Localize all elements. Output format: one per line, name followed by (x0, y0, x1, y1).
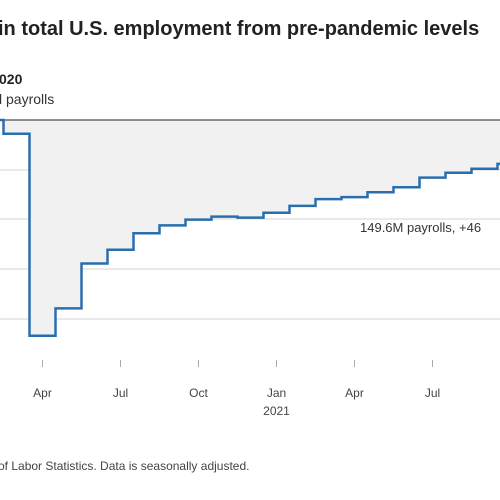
chart-title: in total U.S. employment from pre-pandem… (0, 18, 480, 40)
area-fill (0, 120, 500, 336)
x-ticks: AprJulOctJanAprJulOc2021 (33, 360, 440, 418)
series-line (0, 118, 500, 337)
x-tick-label: Apr (345, 386, 364, 400)
callout-subheading: l payrolls (0, 91, 55, 107)
x-tick-label: Jul (113, 386, 128, 400)
source-note: of Labor Statistics. Data is seasonally … (0, 459, 250, 473)
callout-heading: 020 (0, 71, 23, 87)
x-tick-label: Apr (33, 386, 52, 400)
x-tick-label: Jul (425, 386, 440, 400)
x-tick-label: Oct (189, 386, 208, 400)
x-tick-label: Jan (267, 386, 286, 400)
x-year-label: 2021 (263, 404, 290, 418)
annotation-label: 149.6M payrolls, +46 (360, 220, 481, 235)
